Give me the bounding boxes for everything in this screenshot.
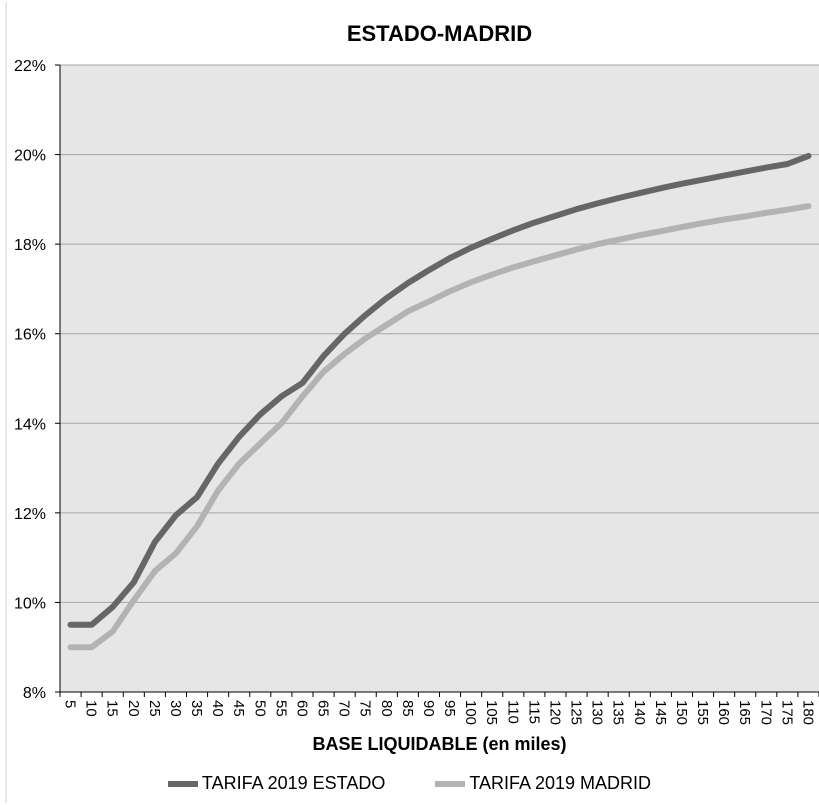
x-tick-label: 10: [83, 700, 100, 717]
x-tick-label: 90: [420, 700, 437, 717]
x-tick-label: 130: [589, 700, 606, 725]
axes: [59, 65, 819, 697]
gridlines: [55, 64, 819, 693]
y-tick-label: 12%: [14, 506, 46, 523]
x-tick-label: 85: [399, 700, 416, 717]
y-axis-tick-labels: 8% 10% 12% 14% 16% 18% 20% 22%: [14, 58, 46, 702]
x-axis-tick-labels: 5 10 15 20 25 30 35 40 45 50 55 60 65 70 75 80 85 90 95 100…: [62, 700, 817, 725]
x-tick-label: 20: [125, 700, 142, 717]
x-tick-label: 160: [715, 700, 732, 725]
x-tick-label: 155: [694, 700, 711, 725]
legend-swatch-madrid: [435, 780, 466, 787]
series-lines: [67, 152, 812, 651]
legend-swatch-estado: [167, 780, 198, 787]
x-tick-label: 140: [631, 700, 648, 725]
y-tick-label: 14%: [14, 416, 46, 433]
x-tick-label: 145: [652, 700, 669, 725]
x-tick-label: 45: [230, 700, 247, 717]
x-tick-label: 150: [673, 700, 690, 725]
x-axis-title: BASE LIQUIDABLE (en miles): [312, 734, 567, 754]
x-tick-label: 30: [167, 700, 184, 717]
x-tick-label: 5: [62, 700, 79, 708]
legend-label-estado: TARIFA 2019 ESTADO: [201, 773, 386, 793]
legend-item-estado: TARIFA 2019 ESTADO: [167, 773, 386, 794]
x-tick-label: 115: [525, 700, 542, 724]
x-tick-label: 100: [462, 700, 479, 725]
x-tick-label: 15: [104, 700, 121, 717]
x-tick-label: 125: [568, 700, 585, 725]
y-tick-label: 20%: [14, 148, 46, 165]
x-tick-label: 40: [209, 700, 226, 717]
x-tick-label: 75: [357, 700, 374, 717]
x-tick-label: 165: [736, 700, 753, 725]
legend-label-madrid: TARIFA 2019 MADRID: [469, 773, 652, 793]
y-tick-label: 18%: [14, 237, 46, 254]
x-tick-label: 110: [504, 700, 521, 724]
x-tick-label: 70: [336, 700, 353, 717]
legend-item-madrid: TARIFA 2019 MADRID: [435, 773, 651, 794]
y-tick-label: 16%: [14, 327, 46, 344]
legend: TARIFA 2019 ESTADO TARIFA 2019 MADRID: [0, 773, 819, 794]
y-tick-label: 8%: [23, 685, 46, 702]
series-line-tarifa-2019-estado: [67, 152, 812, 628]
x-tick-label: 175: [778, 700, 795, 725]
x-tick-label: 55: [272, 700, 289, 717]
plot-area: [60, 65, 819, 692]
x-tick-label: 105: [483, 700, 500, 725]
x-tick-label: 120: [546, 700, 563, 725]
series-line-tarifa-2019-madrid: [67, 203, 812, 651]
x-tick-label: 65: [315, 700, 332, 717]
x-tick-label: 180: [799, 700, 816, 725]
chart-title: ESTADO-MADRID: [346, 21, 533, 46]
y-tick-label: 10%: [14, 595, 46, 612]
x-tick-label: 80: [378, 700, 395, 717]
x-tick-label: 95: [441, 700, 458, 717]
x-tick-label: 60: [293, 700, 310, 717]
x-tick-label: 170: [757, 700, 774, 725]
y-tick-label: 22%: [14, 58, 46, 75]
x-tick-label: 50: [251, 700, 268, 717]
x-tick-label: 35: [188, 700, 205, 717]
x-tick-label: 25: [146, 700, 163, 717]
x-tick-label: 135: [610, 700, 627, 725]
